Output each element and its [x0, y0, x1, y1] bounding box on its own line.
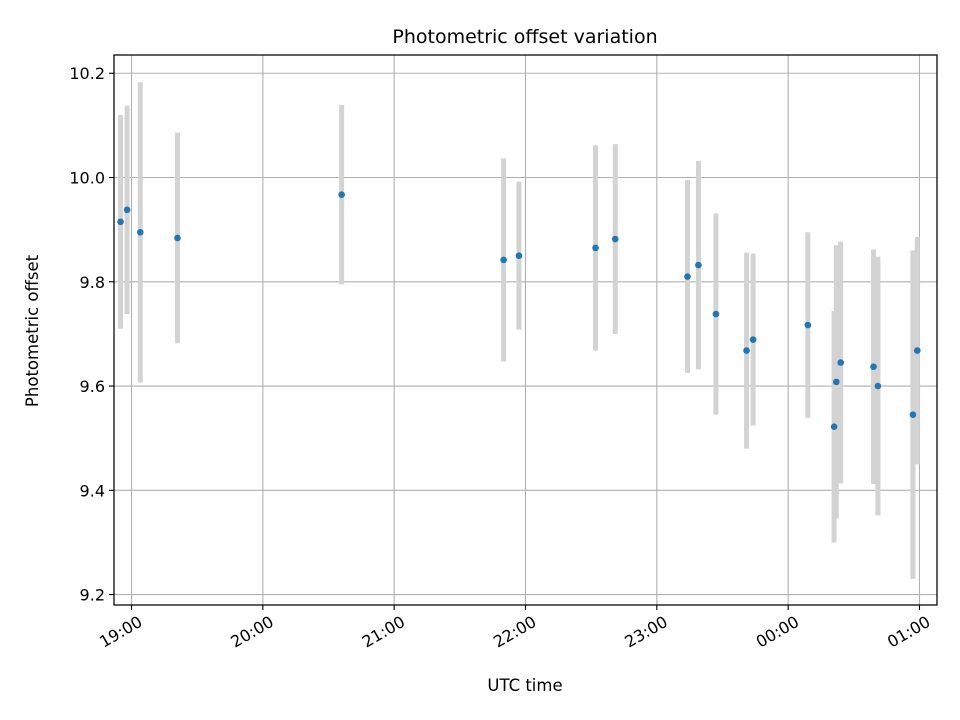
data-point — [830, 423, 838, 431]
data-point — [870, 363, 877, 371]
y-axis-title: Photometric offset — [23, 254, 42, 407]
data-point — [136, 228, 144, 236]
data-point — [914, 347, 921, 354]
data-point — [123, 206, 131, 214]
data-point — [592, 244, 599, 252]
y-tick-label: 9.8 — [80, 273, 105, 292]
data-point — [500, 256, 507, 264]
data-point — [743, 347, 750, 354]
data-point — [749, 336, 757, 343]
y-tick-label: 9.4 — [80, 481, 105, 500]
data-points — [117, 191, 921, 431]
data-point — [833, 378, 840, 386]
y-tick-label: 10.2 — [69, 64, 105, 83]
data-point — [874, 382, 882, 390]
data-point — [837, 359, 844, 366]
y-tick-label: 9.6 — [80, 377, 105, 396]
data-point — [909, 411, 917, 419]
data-point — [174, 234, 181, 242]
data-point — [684, 273, 691, 280]
data-point — [712, 310, 720, 318]
data-point — [515, 252, 523, 260]
data-point — [117, 218, 124, 226]
y-tick-label: 10.0 — [69, 169, 105, 188]
data-point — [611, 235, 619, 243]
data-point — [695, 261, 702, 269]
data-point — [804, 321, 812, 329]
x-axis-title: UTC time — [487, 676, 562, 695]
y-tick-label: 9.2 — [80, 586, 105, 605]
y-axis-ticks: 9.2 9.4 9.6 9.8 10.0 10.2 — [69, 64, 114, 605]
data-point — [338, 191, 345, 199]
grid-lines — [114, 55, 937, 605]
chart-title: Photometric offset variation — [392, 26, 657, 48]
